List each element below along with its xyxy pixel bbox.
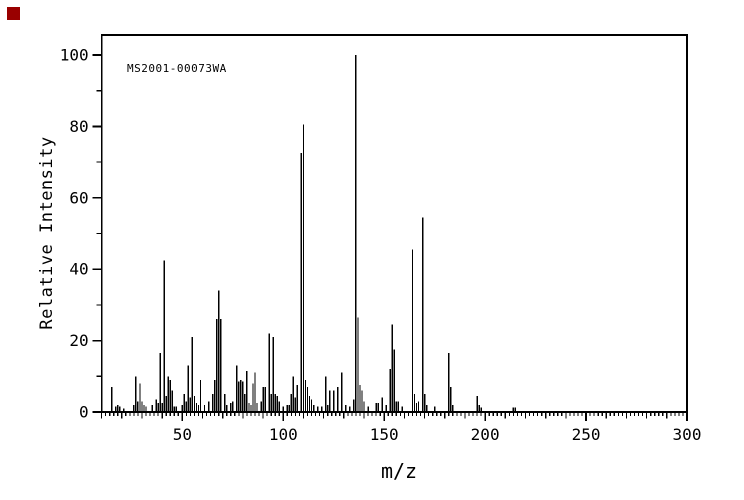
x-axis-title: m/z (380, 459, 418, 483)
y-axis-tick-label: 0 (79, 403, 89, 422)
corner-marker (7, 7, 20, 20)
x-axis-tick-label: 150 (370, 425, 399, 444)
x-axis-tick-label: 300 (673, 425, 702, 444)
x-axis-tick-label: 100 (269, 425, 298, 444)
x-axis-tick-label: 50 (173, 425, 192, 444)
y-axis-tick-label: 20 (69, 331, 88, 350)
y-axis-title: Relative Intensity (37, 136, 57, 330)
y-axis-tick-label: 80 (69, 117, 88, 136)
y-axis-tick-label: 100 (60, 46, 89, 65)
y-axis-tick-label: 60 (69, 188, 88, 207)
spectrum-id-label: MS2001-00073WA (127, 62, 227, 75)
x-axis-tick-label: 200 (471, 425, 500, 444)
x-axis-tick-label: 250 (572, 425, 601, 444)
y-axis-tick-label: 40 (69, 260, 88, 279)
